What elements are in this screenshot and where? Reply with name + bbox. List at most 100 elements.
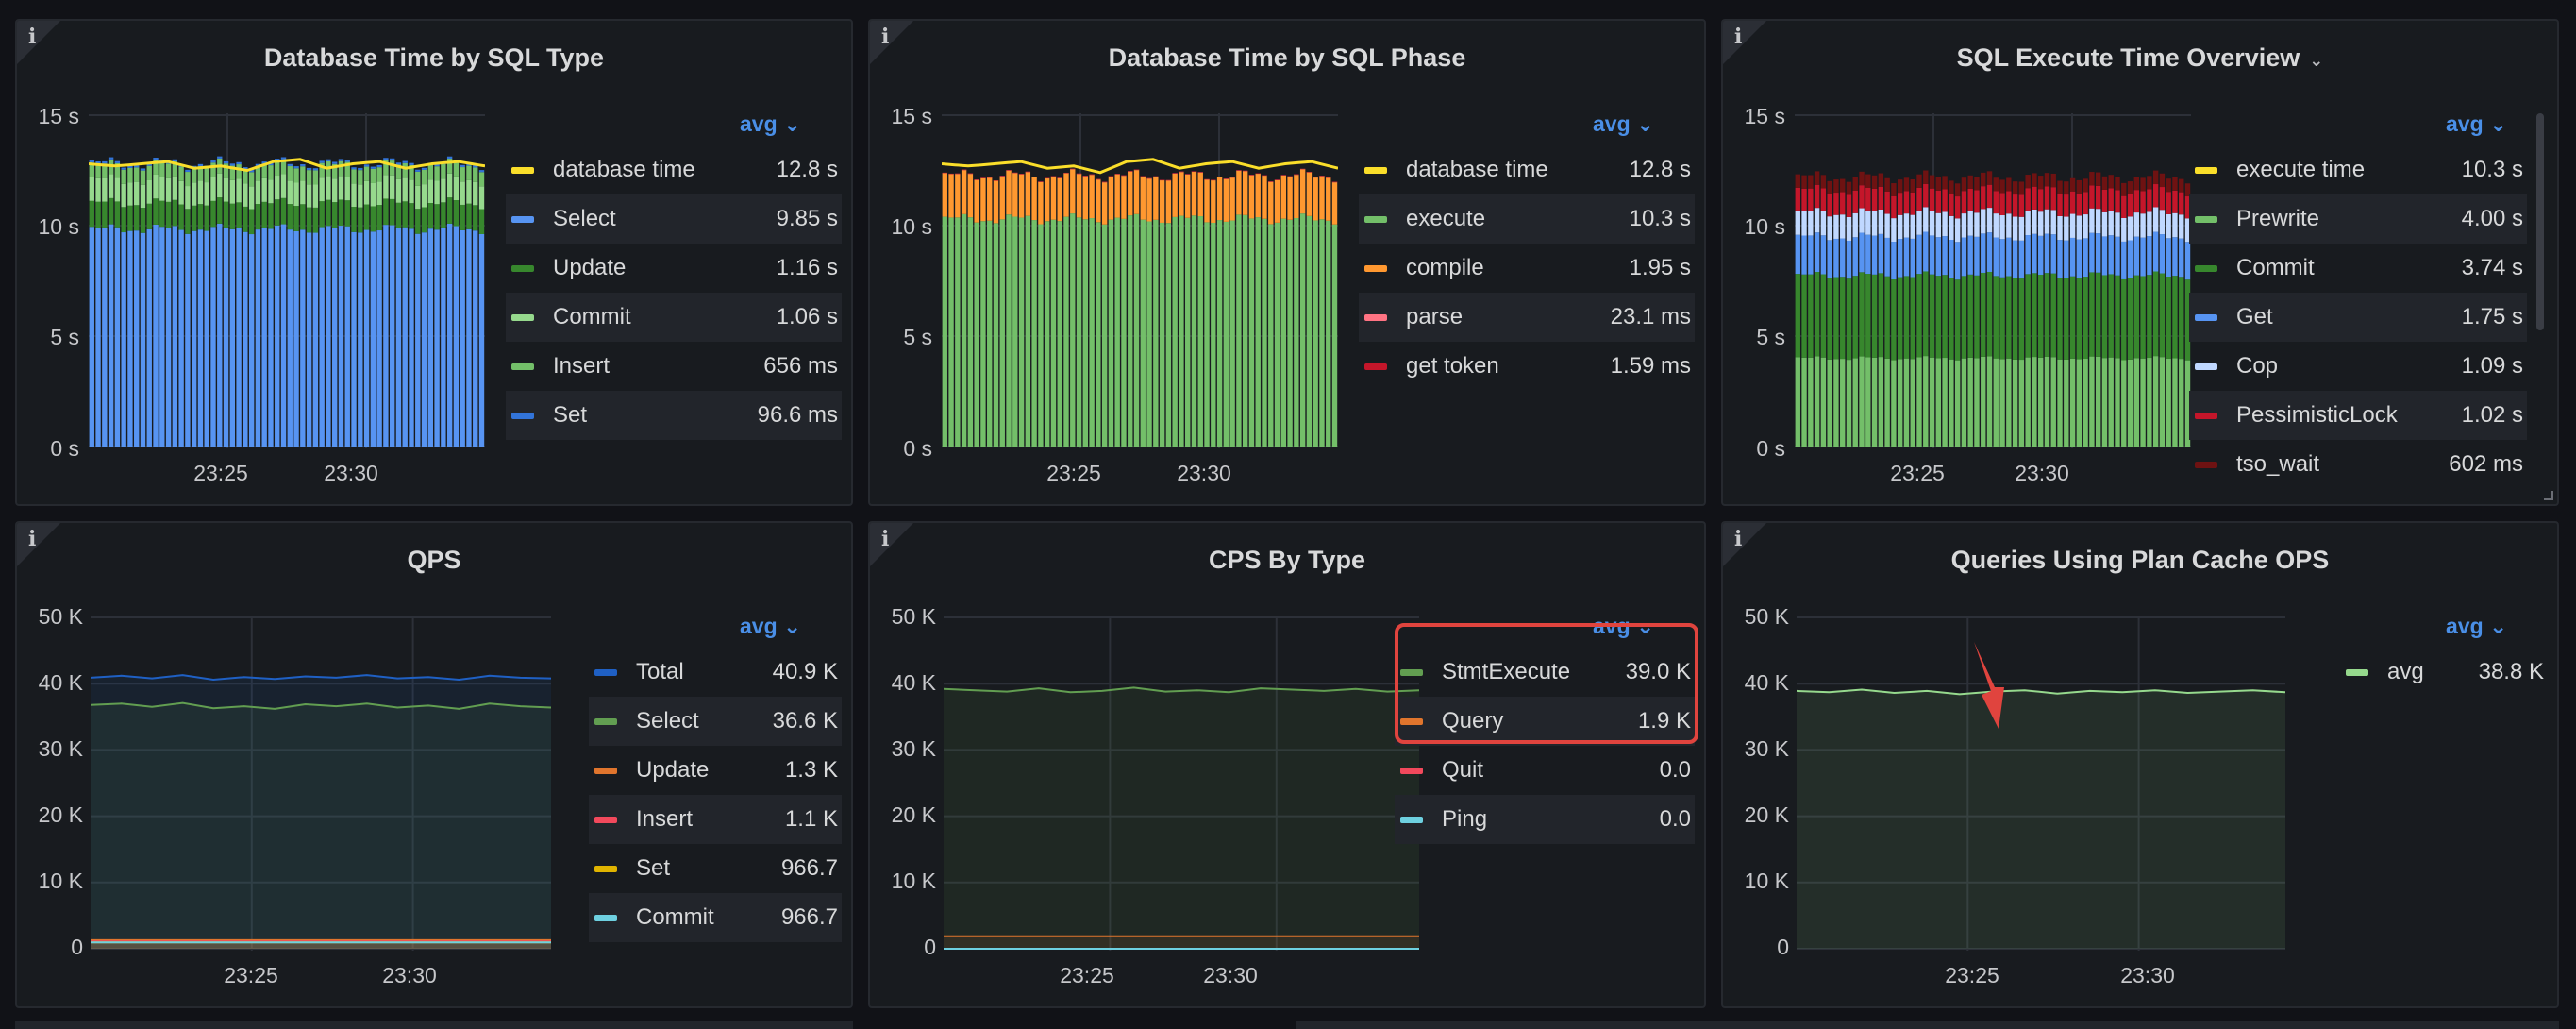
legend-item[interactable]: Set 96.6 ms — [506, 391, 842, 440]
legend-item[interactable]: execute time 10.3 s — [2189, 145, 2527, 194]
legend-series-value: 966.7 — [780, 904, 838, 930]
chart-plot-area[interactable] — [1797, 616, 2285, 951]
legend-item[interactable]: database time 12.8 s — [506, 145, 842, 194]
bar-segment — [383, 160, 389, 176]
bar-segment — [1897, 239, 1903, 278]
legend-item[interactable]: Cop 1.09 s — [2189, 342, 2527, 391]
legend-item[interactable]: Prewrite 4.00 s — [2189, 194, 2527, 244]
chart-plot-area[interactable] — [944, 616, 1419, 951]
legend-item[interactable]: Insert 1.1 K — [589, 795, 842, 844]
bar-segment — [312, 184, 319, 208]
callout-highlight-box — [1395, 623, 1698, 744]
legend-item[interactable]: Commit 3.74 s — [2189, 244, 2527, 293]
legend-scrollbar[interactable] — [2536, 113, 2544, 330]
legend-swatch — [2195, 215, 2217, 223]
legend-mode-dropdown[interactable]: avg ⌄ — [2446, 111, 2507, 137]
bar-segment — [1306, 215, 1313, 447]
bar-segment — [2101, 236, 2108, 276]
panel-title[interactable]: SQL Execute Time Overview ⌄ — [1723, 43, 2557, 73]
resize-handle-icon[interactable] — [2544, 491, 2553, 500]
panel-title[interactable]: QPS — [407, 546, 461, 574]
legend-item[interactable]: Insert 656 ms — [506, 342, 842, 391]
bar-segment — [1153, 219, 1159, 447]
bar-segment — [1101, 182, 1108, 225]
bar-segment — [1820, 274, 1827, 358]
bar-segment — [1236, 170, 1242, 215]
chart-plot-area[interactable] — [89, 113, 485, 448]
bar-segment — [159, 200, 165, 228]
panel-title[interactable]: CPS By Type — [1208, 546, 1366, 574]
legend-item[interactable]: StmtExecute 39.0 K — [1395, 648, 1695, 697]
info-icon[interactable]: i — [881, 527, 890, 551]
legend-item[interactable]: Commit 966.7 — [589, 893, 842, 942]
legend-item[interactable]: tso_wait 602 ms — [2189, 440, 2527, 489]
chart-plot-area[interactable] — [1795, 113, 2191, 448]
bar-segment — [1865, 357, 1871, 447]
bar-segment — [185, 169, 191, 173]
bar-segment — [159, 177, 165, 201]
legend-mode-dropdown[interactable]: avg ⌄ — [1593, 111, 1654, 137]
info-icon[interactable]: i — [28, 25, 37, 49]
chevron-down-icon: ⌄ — [2489, 111, 2508, 136]
panel-sql-execute-time-overview: i SQL Execute Time Overview ⌄ 15 s 10 s 5… — [1721, 19, 2559, 506]
legend-item[interactable]: Update 1.3 K — [589, 746, 842, 795]
panel-title[interactable]: Database Time by SQL Phase — [1108, 43, 1466, 72]
info-icon[interactable]: i — [28, 527, 37, 551]
info-icon[interactable]: i — [881, 25, 890, 49]
legend-series-value: 1.09 s — [2461, 353, 2523, 379]
panel-title[interactable]: Queries Using Plan Cache OPS — [1950, 546, 2330, 574]
bar-segment — [948, 173, 954, 175]
bar-segment — [2069, 213, 2076, 238]
legend-item[interactable]: Quit 0.0 — [1395, 746, 1695, 795]
legend-item[interactable]: Update 1.16 s — [506, 244, 842, 293]
legend-mode-dropdown[interactable]: avg ⌄ — [740, 111, 801, 137]
info-icon[interactable]: i — [1734, 527, 1743, 551]
bar-segment — [460, 164, 465, 168]
legend-item[interactable]: Query 1.9 K — [1395, 697, 1695, 746]
series-area — [91, 942, 551, 949]
bar-segment — [1299, 169, 1306, 214]
legend-item[interactable]: database time 12.8 s — [1359, 145, 1695, 194]
bar-segment — [1268, 181, 1274, 225]
bar-segment — [1891, 195, 1897, 219]
chevron-down-icon: ⌄ — [783, 614, 802, 638]
bar-segment — [358, 207, 363, 233]
legend-item[interactable]: Commit 1.06 s — [506, 293, 842, 342]
legend-item[interactable]: get token 1.59 ms — [1359, 342, 1695, 391]
info-icon[interactable]: i — [1734, 25, 1743, 49]
chart-plot-area[interactable] — [942, 113, 1338, 448]
bar-segment — [1006, 170, 1012, 215]
legend-mode-dropdown[interactable]: avg ⌄ — [740, 614, 801, 639]
bar-segment — [2038, 235, 2044, 275]
bar-segment — [338, 159, 344, 161]
bar-segment — [1954, 196, 1961, 219]
bar-segment — [95, 163, 101, 178]
legend-item[interactable]: avg 38.8 K — [2340, 648, 2548, 697]
y-tick: 10 K — [38, 869, 83, 893]
bar-segment — [409, 162, 414, 165]
legend-item[interactable]: Select 9.85 s — [506, 194, 842, 244]
bar-segment — [2038, 357, 2044, 447]
legend-item[interactable]: compile 1.95 s — [1359, 244, 1695, 293]
chevron-down-icon[interactable]: ⌄ — [2309, 51, 2324, 70]
legend-item[interactable]: Get 1.75 s — [2189, 293, 2527, 342]
bar-segment — [1313, 177, 1318, 221]
bar-segment — [332, 202, 338, 228]
legend-item[interactable]: execute 10.3 s — [1359, 194, 1695, 244]
bar-segment — [2012, 278, 2018, 360]
bar-segment — [319, 160, 325, 163]
series-line — [944, 686, 1419, 694]
bar-segment — [326, 199, 331, 227]
panel-cps-by-type: i CPS By Type 50 K 40 K 30 K 20 K 10 K 0… — [868, 521, 1706, 1008]
bar-segment — [134, 205, 140, 231]
legend-item[interactable]: Total 40.9 K — [589, 648, 842, 697]
bar-segment — [1986, 271, 1993, 357]
panel-title[interactable]: Database Time by SQL Type — [263, 43, 605, 72]
legend-item[interactable]: parse 23.1 ms — [1359, 293, 1695, 342]
legend-item[interactable]: Ping 0.0 — [1395, 795, 1695, 844]
legend-item[interactable]: Set 966.7 — [589, 844, 842, 893]
chart-plot-area[interactable] — [91, 616, 551, 951]
legend-mode-dropdown[interactable]: avg ⌄ — [2446, 614, 2507, 639]
legend-item[interactable]: PessimisticLock 1.02 s — [2189, 391, 2527, 440]
legend-item[interactable]: Select 36.6 K — [589, 697, 842, 746]
